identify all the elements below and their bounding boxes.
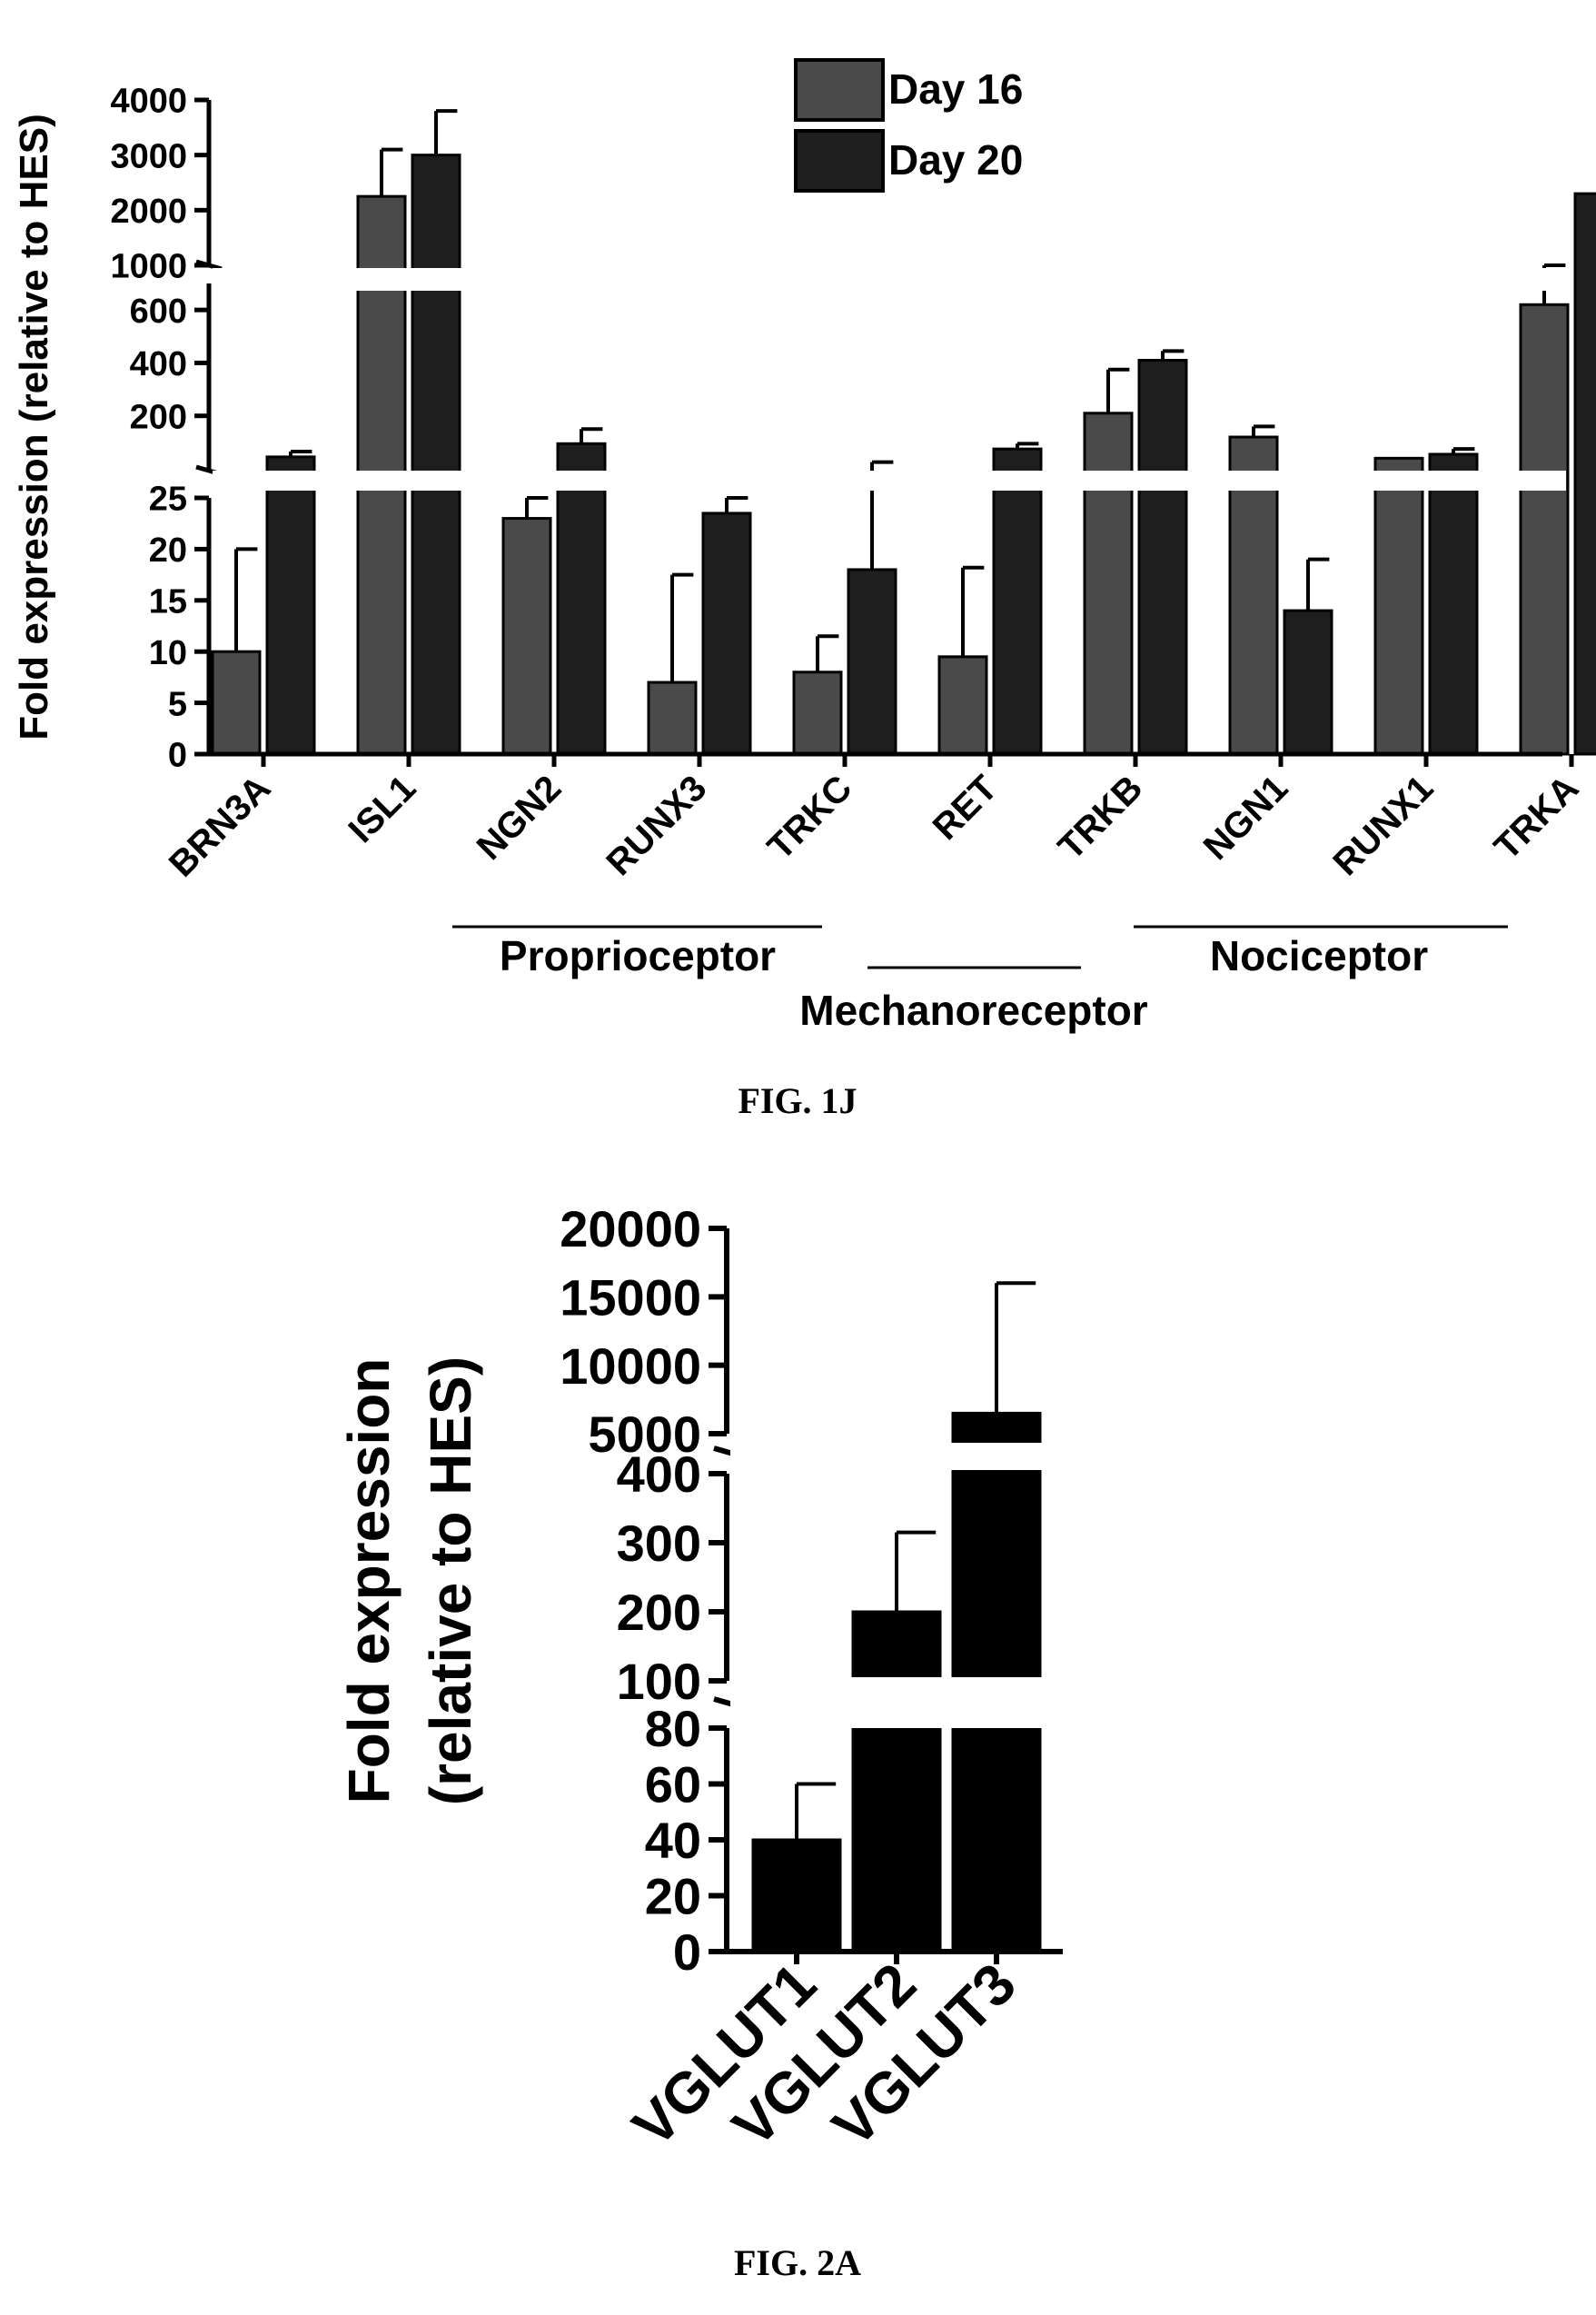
bar-trka-1 [1519, 303, 1570, 756]
group-label-proprioceptor: Proprioceptor [500, 932, 776, 979]
bar-trkb-1 [1083, 412, 1134, 756]
category-label-ngn2: NGN2 [470, 768, 570, 868]
bar-isl1-2 [411, 154, 461, 756]
y-tick-label: 300 [617, 1515, 701, 1572]
category-label-runx3: RUNX3 [599, 768, 714, 883]
y-tick-label: 20 [645, 1868, 701, 1925]
bar-trkc-2 [847, 568, 897, 756]
y-tick-label: 200 [130, 398, 187, 436]
y-tick-label: 40 [645, 1812, 701, 1869]
bar-trkb-2 [1137, 359, 1188, 756]
y-tick-label: 600 [130, 293, 187, 331]
bar-runx3-1 [647, 681, 698, 756]
bar-runx1-2 [1428, 452, 1479, 756]
y-tick-label: 400 [130, 345, 187, 383]
y-tick-label: 2000 [110, 193, 187, 231]
category-label-runx1: RUNX1 [1325, 768, 1441, 883]
category-label-ngn1: NGN1 [1196, 768, 1296, 868]
group-label-mechanoreceptor: Mechanoreceptor [799, 987, 1148, 1034]
figure-caption: FIG. 1J [738, 1080, 857, 1121]
bar-brn3a-2 [265, 455, 316, 756]
category-label-trka: TRKA [1487, 768, 1587, 868]
category-label-isl1: ISL1 [342, 768, 424, 850]
y-tick-label: 200 [617, 1584, 701, 1641]
y-tick-label: 5000 [588, 1406, 701, 1463]
y-tick-label: 0 [673, 1923, 701, 1981]
y-axis-label: Fold expression (relative to HES) [12, 114, 56, 740]
y-tick-label: 60 [645, 1756, 701, 1813]
y-tick-label: 5 [168, 685, 187, 723]
axis-break-gap [213, 268, 1566, 291]
y-axis-label-line-1: Fold expression [336, 1358, 401, 1804]
y-tick-label: 15000 [560, 1268, 701, 1326]
y-tick-label: 25 [149, 481, 187, 519]
category-label-brn3a: BRN3A [162, 768, 279, 885]
legend-label-2: Day 20 [888, 136, 1023, 184]
bar-runx3-2 [701, 512, 752, 756]
bar-runx1-1 [1373, 456, 1424, 756]
y-tick-label: 4000 [110, 83, 187, 121]
y-tick-label: 100 [617, 1653, 701, 1710]
bar-trkc-1 [792, 671, 843, 756]
group-label-nociceptor: Nociceptor [1210, 932, 1428, 979]
bar-ngn2-2 [556, 442, 607, 756]
y-tick-label: 1000 [110, 248, 187, 286]
bar-ret-2 [992, 447, 1043, 756]
y-tick-label: 15 [149, 582, 187, 621]
y-tick-label: 20 [149, 532, 187, 570]
y-tick-label: 3000 [110, 137, 187, 175]
legend-swatch-2 [794, 129, 885, 193]
y-tick-label: 80 [645, 1700, 701, 1757]
category-label-ret: RET [926, 768, 1006, 848]
bar-vglut2-1 [851, 1610, 942, 1953]
axis-break-gap [730, 1443, 1066, 1470]
y-axis-label-line-2: (relative to HES) [418, 1356, 483, 1805]
y-tick-label: 10 [149, 634, 187, 672]
category-label-trkc: TRKC [760, 768, 860, 868]
bar-brn3a-1 [211, 650, 262, 756]
y-tick-label: 400 [617, 1446, 701, 1503]
axis-break-gap [730, 1677, 1066, 1728]
legend-label-1: Day 16 [888, 65, 1023, 113]
bar-trka-2 [1573, 192, 1596, 756]
bar-vglut1-1 [751, 1838, 842, 1953]
category-label-trkb: TRKB [1051, 768, 1151, 868]
bar-ngn1-2 [1283, 609, 1333, 756]
bar-ngn2-1 [501, 517, 552, 756]
figure-caption: FIG. 2A [734, 2242, 861, 2283]
legend-swatch-1 [794, 58, 885, 122]
bar-ret-1 [937, 655, 988, 756]
y-tick-label: 10000 [560, 1337, 701, 1395]
y-tick-label: 20000 [560, 1200, 701, 1257]
axis-break-gap [213, 471, 1566, 491]
y-tick-label: 0 [168, 737, 187, 775]
chart-fig-1j: 0 5 10 15 20 25 200 400 600 1000 2000 3000 4000 BRN3A… [12, 58, 1596, 1121]
